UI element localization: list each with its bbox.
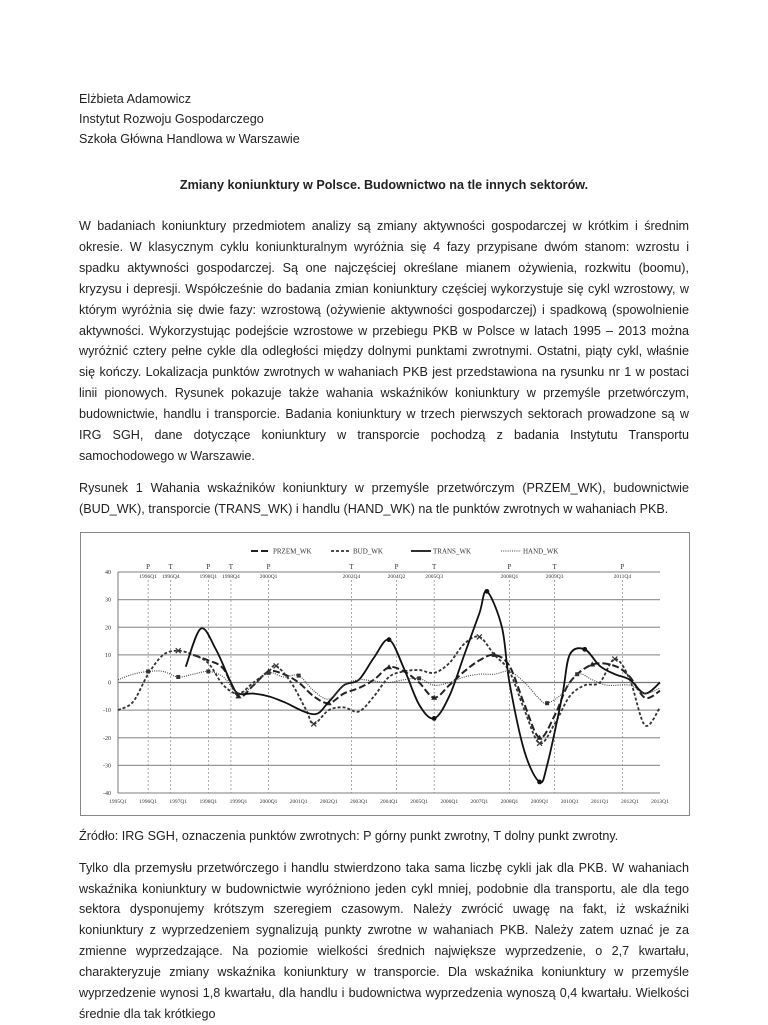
turning-point-type: P (146, 563, 150, 571)
x-tick-label: 2004Q1 (380, 799, 398, 805)
x-tick-label: 2006Q1 (440, 799, 458, 805)
x-tick-label: 2003Q1 (350, 799, 368, 805)
turning-point-type: P (267, 563, 271, 571)
x-tick-label: 1997Q1 (169, 799, 187, 805)
y-tick-label: -20 (103, 735, 111, 741)
turning-point-type: T (432, 563, 437, 571)
x-tick-label: 2012Q1 (621, 799, 639, 805)
author-school: Szkoła Główna Handlowa w Warszawie (79, 132, 300, 146)
marker-triangle (235, 693, 242, 698)
marker-square (575, 671, 580, 676)
marker-triangle (431, 694, 438, 700)
turning-point-quarter: 2005Q3 (425, 574, 443, 580)
x-tick-label: 2002Q1 (320, 799, 338, 805)
marker-circle (431, 715, 437, 721)
marker-x (310, 720, 317, 727)
y-tick-label: 10 (105, 653, 111, 659)
marker-circle (582, 646, 588, 652)
x-tick-label: 2009Q1 (531, 799, 549, 805)
turning-point-type: P (206, 563, 210, 571)
turning-point-type: T (229, 563, 234, 571)
x-tick-label: 2013Q1 (651, 799, 669, 805)
marker-x (611, 655, 618, 662)
marker-square (266, 670, 271, 675)
x-tick-label: 2011Q1 (591, 799, 609, 805)
x-tick-label: 2000Q1 (260, 799, 278, 805)
marker-triangle (536, 734, 543, 740)
marker-x (536, 740, 543, 746)
x-tick-label: 2001Q1 (290, 799, 308, 805)
marker-x (273, 662, 280, 669)
line-chart: 40 30 20 10 0 -10 -20 -30 -40 1995Q1 1996Q1 1997Q1 1… (103, 547, 669, 805)
figure-chart: 40 30 20 10 0 -10 -20 -30 -40 1995Q1 1996Q1 1997Q1 1… (80, 531, 690, 816)
turning-point-type: P (395, 563, 399, 571)
turning-point-quarter: 2004Q2 (388, 574, 406, 580)
series-line-trans_wk (184, 589, 661, 784)
y-tick-label: 40 (105, 570, 111, 576)
marker-square (146, 669, 151, 674)
paragraph-intro: W badaniach koniunktury przedmiotem anal… (79, 219, 689, 463)
x-tick-label: 2005Q1 (410, 799, 428, 805)
series-line-przem_wk (192, 653, 661, 739)
turning-point-quarter: 1996Q4 (162, 574, 180, 580)
author-block: Elżbieta Adamowicz Instytut Rozwoju Gosp… (79, 89, 689, 149)
y-tick-label: 20 (105, 625, 111, 631)
marker-circle (386, 636, 392, 642)
turning-point-quarter: 2008Q1 (501, 574, 519, 580)
x-tick-label: 1995Q1 (109, 799, 127, 805)
turning-point-type: T (169, 563, 174, 571)
x-tick-label: 2007Q1 (470, 799, 488, 805)
turning-point-type: P (620, 563, 624, 571)
legend-label: PRZEM_WK (273, 547, 312, 555)
y-tick-label: -10 (103, 708, 111, 714)
y-tick-label: -40 (103, 791, 111, 797)
marker-square (176, 674, 181, 679)
y-tick-label: 0 (108, 680, 111, 686)
x-tick-label: 2008Q1 (501, 799, 519, 805)
series-line-bud_wk (117, 635, 661, 745)
x-tick-label: 1998Q1 (199, 799, 217, 805)
turning-point-quarter: 1998Q4 (222, 574, 240, 580)
x-tick-label: 1999Q1 (230, 799, 248, 805)
turning-point-quarter: 2009Q3 (546, 574, 564, 580)
legend-label: HAND_WK (523, 547, 558, 555)
paragraph-analysis: Tylko dla przemysłu przetwórczego i hand… (79, 860, 689, 1021)
marker-square (545, 700, 550, 705)
marker-triangle (589, 661, 596, 667)
x-tick-label: 1996Q1 (139, 799, 157, 805)
y-tick-label: 30 (105, 597, 111, 603)
turning-point-quarter: 2000Q1 (260, 574, 278, 580)
turning-point-type: T (349, 563, 354, 571)
author-institute: Instytut Rozwoju Gospodarczego (79, 112, 264, 126)
turning-point-quarter: 2011Q4 (614, 574, 632, 580)
document-title: Zmiany koniunktury w Polsce. Budownictwo… (179, 178, 589, 192)
turning-point-quarter: 1998Q1 (199, 574, 217, 580)
marker-x (175, 647, 182, 654)
marker-square (417, 676, 422, 681)
legend-label: BUD_WK (353, 547, 383, 555)
source-note: Źródło: IRG SGH, oznaczenia punktów zwro… (79, 828, 619, 843)
marker-square (206, 669, 211, 674)
turning-point-type: T (552, 563, 557, 571)
document-page: Elżbieta Adamowicz Instytut Rozwoju Gosp… (79, 89, 690, 1025)
marker-x (476, 633, 483, 640)
author-name: Elżbieta Adamowicz (79, 92, 191, 106)
y-tick-label: -30 (103, 763, 111, 769)
turning-point-quarter: 1996Q1 (139, 574, 157, 580)
turning-point-type: P (507, 563, 511, 571)
figure-caption: Rysunek 1 Wahania wskaźników koniunktury… (79, 480, 689, 516)
marker-square (296, 673, 301, 678)
legend-label: TRANS_WK (433, 547, 471, 555)
marker-circle (537, 779, 542, 785)
turning-point-quarter: 2002Q4 (342, 574, 360, 580)
x-tick-label: 2010Q1 (561, 799, 579, 805)
marker-triangle (386, 663, 392, 669)
marker-circle (484, 588, 490, 594)
